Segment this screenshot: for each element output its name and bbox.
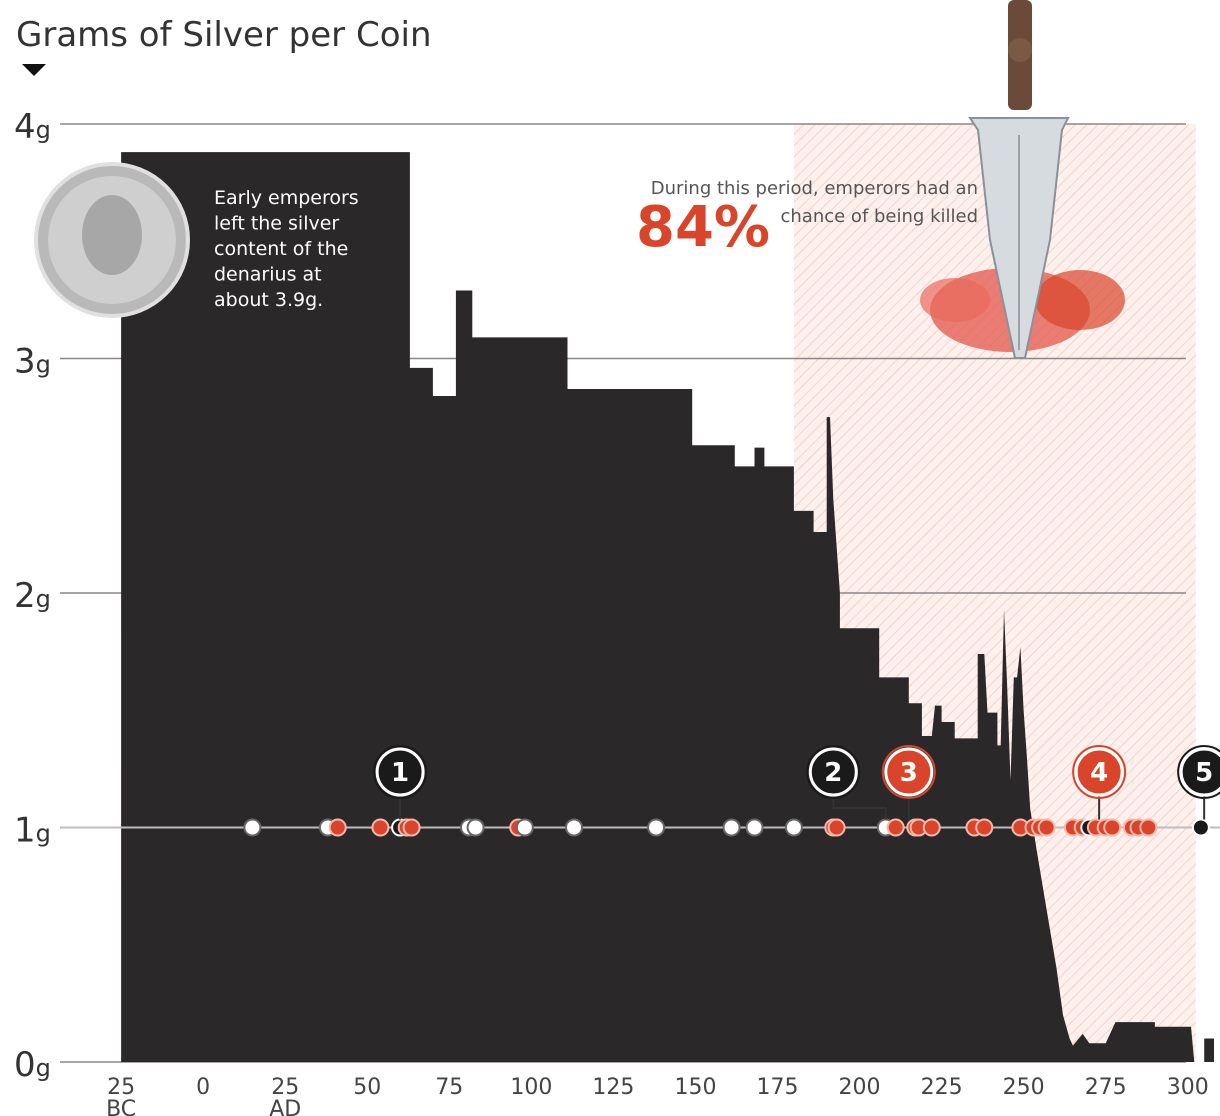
marker-circle-5	[1179, 747, 1220, 797]
emperor-dot-other	[722, 818, 741, 837]
marker-label-5: 5	[1195, 758, 1213, 788]
coin-note-line: content of the	[214, 238, 348, 260]
coin-note-line: left the silver	[214, 213, 339, 235]
x-tick-era-label: AD	[269, 1097, 301, 1116]
x-tick-label: 300	[1167, 1075, 1209, 1100]
coin-note-line: about 3.9g.	[214, 289, 323, 311]
marker-ring-1	[373, 745, 428, 799]
blood-splatter	[920, 278, 990, 322]
period-percentage: 84%	[636, 195, 770, 260]
x-tick-label: 175	[757, 1075, 799, 1100]
x-tick-label: 50	[353, 1075, 381, 1100]
emperor-dot-other	[466, 818, 485, 837]
x-tick-label: 75	[435, 1075, 463, 1100]
emperor-dot-killed	[1103, 818, 1122, 837]
x-tick-label: 150	[674, 1075, 716, 1100]
sword-grip	[1008, 38, 1032, 62]
chart-title: Grams of Silver per Coin	[16, 15, 432, 55]
y-tick-label: 4g	[14, 107, 51, 147]
x-tick-era-label: BC	[106, 1097, 136, 1116]
silver-content-area	[121, 152, 1215, 1063]
x-tick-label: 225	[921, 1075, 963, 1100]
x-tick-label: 25	[107, 1075, 135, 1100]
emperor-dot-other	[243, 818, 262, 837]
emperor-dot-other	[745, 818, 764, 837]
y-tick-label: 3g	[14, 342, 51, 382]
emperor-dot-other	[784, 818, 803, 837]
x-tick-label: 100	[510, 1075, 552, 1100]
emperor-dot-other	[515, 818, 534, 837]
x-tick-label: 125	[592, 1075, 634, 1100]
sword-icon	[920, 0, 1125, 359]
marker-ring-4	[1072, 745, 1127, 799]
emperor-dot-killed	[328, 818, 347, 837]
x-tick-label: 200	[839, 1075, 881, 1100]
blood-splatter	[1035, 270, 1125, 330]
emperor-dot-killed	[1037, 818, 1056, 837]
marker-circle-2	[808, 747, 858, 797]
x-tick-label: 25	[271, 1075, 299, 1100]
emperor-dot-killed	[371, 818, 390, 837]
marker-leader-2	[832, 794, 887, 820]
marker-label-1: 1	[391, 758, 409, 788]
emperor-dot-killed	[402, 818, 421, 837]
emperor-dot-natural	[1191, 818, 1210, 837]
marker-ring-2	[806, 745, 861, 799]
marker-circle-3	[884, 747, 934, 797]
coin-note-line: denarius at	[214, 264, 322, 286]
emperor-dot-other	[565, 818, 584, 837]
period-note-line2: chance of being killed	[781, 206, 979, 227]
marker-ring-5	[1177, 745, 1220, 799]
period-note-line1: During this period, emperors had an	[651, 178, 978, 199]
emperor-dot-killed	[922, 818, 941, 837]
dropdown-arrow-icon[interactable]	[22, 64, 46, 76]
x-tick-label: 275	[1085, 1075, 1127, 1100]
marker-ring-3	[881, 745, 936, 799]
coin-portrait	[82, 195, 142, 275]
coin-icon	[34, 162, 190, 318]
marker-circle-4	[1074, 747, 1124, 797]
marker-label-4: 4	[1090, 758, 1108, 788]
marker-label-2: 2	[824, 758, 842, 788]
emperor-dot-killed	[975, 818, 994, 837]
marker-circle-1	[375, 747, 425, 797]
emperor-dot-killed	[1139, 818, 1158, 837]
emperor-dot-killed	[827, 818, 846, 837]
marker-label-3: 3	[900, 758, 918, 788]
y-tick-label: 0g	[14, 1045, 51, 1085]
emperor-dot-other	[647, 818, 666, 837]
y-tick-label: 1g	[14, 811, 51, 851]
coin-note-line: Early emperors	[214, 187, 359, 209]
x-tick-label: 250	[1003, 1075, 1045, 1100]
emperor-dot-killed	[886, 818, 905, 837]
y-tick-label: 2g	[14, 576, 51, 616]
x-tick-label: 0	[196, 1075, 210, 1100]
